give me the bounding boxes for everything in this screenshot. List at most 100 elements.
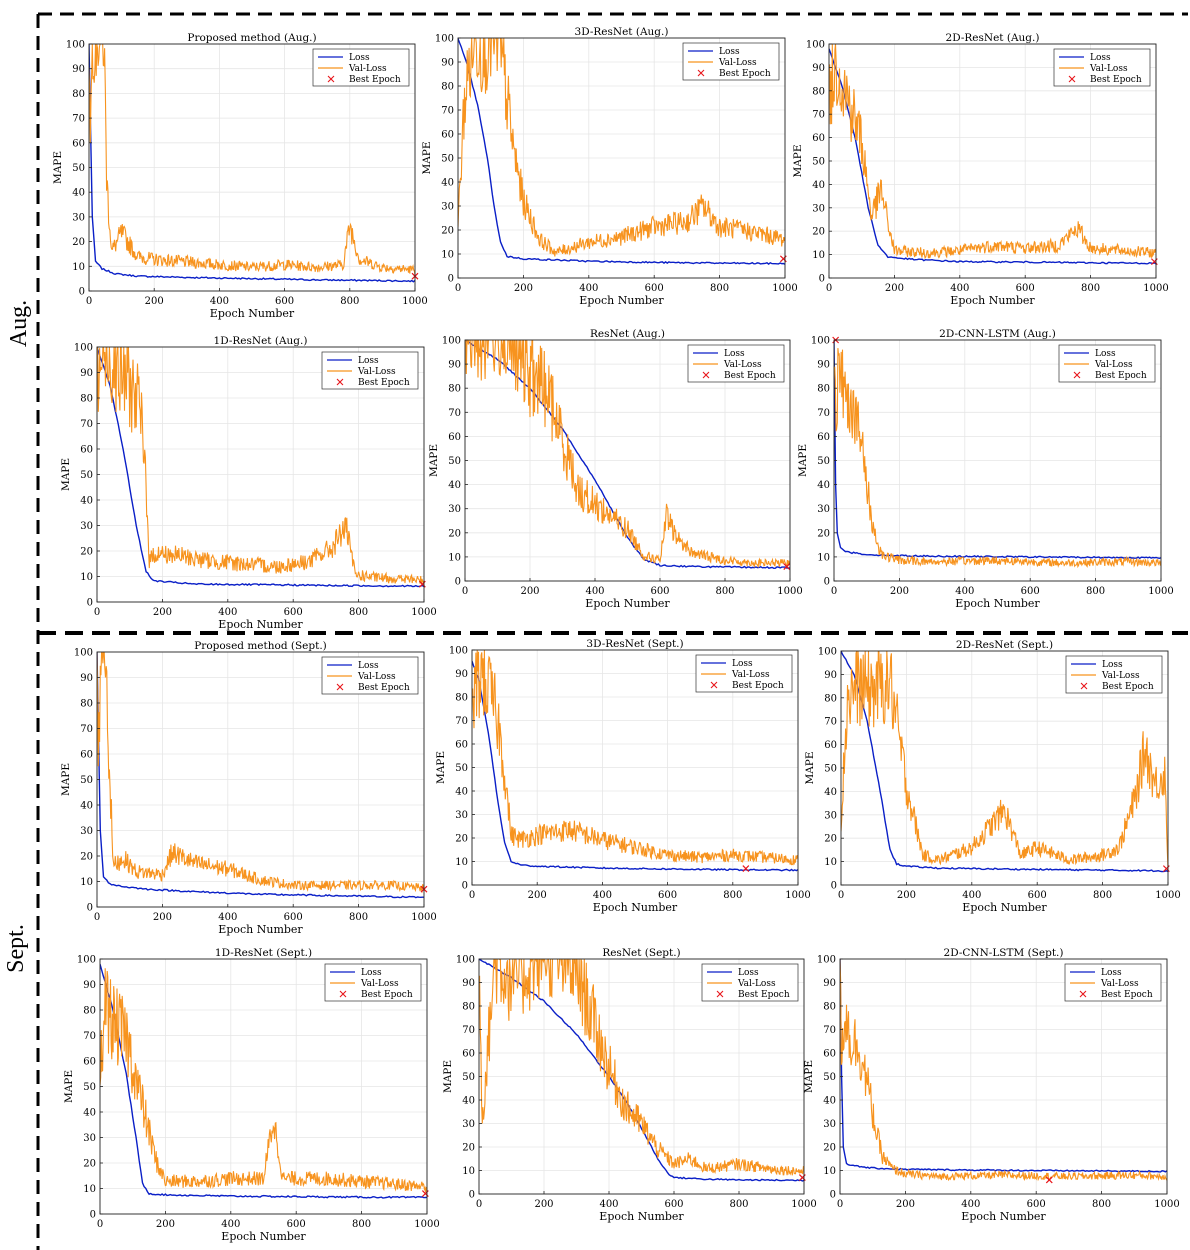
chart-title: 2D-CNN-LSTM (Aug.) bbox=[939, 328, 1056, 340]
chart-title: 2D-ResNet (Aug.) bbox=[946, 32, 1040, 44]
y-tick-label: 100 bbox=[449, 646, 468, 657]
y-tick-label: 10 bbox=[448, 552, 461, 563]
legend-loss-label: Loss bbox=[724, 349, 745, 359]
chart-panel-3: 0 200 400 600 800 1000 0 10 20 30 40 50 60 70 80 90 100 2… bbox=[792, 32, 1169, 307]
y-tick-label: 90 bbox=[448, 360, 461, 371]
legend-best-epoch-label: Best Epoch bbox=[1095, 371, 1147, 381]
x-tick-label: 400 bbox=[961, 1199, 980, 1210]
best-epoch-marker bbox=[783, 563, 791, 570]
y-tick-label: 40 bbox=[80, 801, 93, 812]
x-tick-label: 800 bbox=[352, 1219, 371, 1230]
y-tick-label: 20 bbox=[72, 237, 85, 248]
y-tick-label: 90 bbox=[83, 980, 96, 991]
x-tick-label: 0 bbox=[476, 1199, 482, 1210]
y-tick-label: 70 bbox=[448, 408, 461, 419]
chart-panel-12: 0 200 400 600 800 1000 0 10 20 30 40 50 60 70 80 90 100 2… bbox=[803, 947, 1180, 1223]
y-tick-label: 80 bbox=[80, 699, 93, 710]
y-tick-label: 50 bbox=[83, 1082, 96, 1093]
y-tick-label: 0 bbox=[469, 1190, 475, 1201]
chart-panel-1: 0 200 400 600 800 1000 0 10 20 30 40 50 60 70 80 90 100 P… bbox=[52, 32, 428, 320]
x-tick-label: 600 bbox=[645, 283, 664, 294]
x-axis-label: Epoch Number bbox=[962, 901, 1047, 914]
x-tick-label: 200 bbox=[896, 1199, 915, 1210]
y-tick-label: 20 bbox=[462, 1143, 475, 1154]
y-tick-label: 20 bbox=[83, 1159, 96, 1170]
legend-best-epoch-label: Best Epoch bbox=[361, 990, 413, 1000]
x-tick-label: 1000 bbox=[1148, 586, 1173, 597]
chart-title: ResNet (Sept.) bbox=[602, 947, 680, 959]
legend-best-epoch-label: Best Epoch bbox=[724, 371, 776, 381]
y-tick-label: 0 bbox=[87, 903, 93, 914]
series-val-loss-line bbox=[458, 38, 785, 257]
y-tick-label: 30 bbox=[824, 810, 837, 821]
x-tick-label: 0 bbox=[86, 296, 92, 307]
legend-best-epoch-label: Best Epoch bbox=[1102, 682, 1154, 692]
y-tick-label: 20 bbox=[455, 834, 468, 845]
x-tick-label: 0 bbox=[837, 1199, 843, 1210]
x-tick-label: 400 bbox=[599, 1199, 618, 1210]
legend-best-epoch-swatch bbox=[1079, 990, 1087, 998]
y-tick-label: 40 bbox=[72, 188, 85, 199]
y-tick-label: 50 bbox=[80, 470, 93, 481]
y-tick-label: 80 bbox=[824, 693, 837, 704]
series-loss-line bbox=[841, 651, 1168, 873]
y-tick-label: 70 bbox=[80, 724, 93, 735]
x-tick-label: 800 bbox=[710, 283, 729, 294]
legend-val-loss-label: Val-Loss bbox=[357, 367, 396, 377]
y-tick-label: 30 bbox=[80, 826, 93, 837]
y-tick-label: 90 bbox=[80, 673, 93, 684]
y-tick-label: 90 bbox=[823, 978, 836, 989]
series-val-loss-line bbox=[840, 959, 1167, 1182]
legend-val-loss-label: Val-Loss bbox=[348, 64, 387, 74]
x-tick-label: 800 bbox=[715, 586, 734, 597]
y-tick-label: 70 bbox=[823, 1025, 836, 1036]
y-tick-label: 0 bbox=[90, 1210, 96, 1221]
x-axis-label: Epoch Number bbox=[579, 294, 664, 307]
y-tick-label: 20 bbox=[80, 547, 93, 558]
x-tick-label: 0 bbox=[94, 607, 100, 618]
legend-best-epoch-label: Best Epoch bbox=[358, 378, 410, 388]
x-tick-label: 600 bbox=[275, 296, 294, 307]
x-axis-label: Epoch Number bbox=[221, 1230, 306, 1243]
x-axis-label: Epoch Number bbox=[593, 901, 678, 914]
y-axis-label: MAPE bbox=[52, 151, 64, 184]
x-tick-label: 0 bbox=[462, 586, 468, 597]
legend-loss-label: Loss bbox=[1102, 660, 1123, 670]
y-tick-label: 20 bbox=[812, 227, 825, 238]
y-axis-label: MAPE bbox=[63, 1070, 75, 1103]
y-tick-label: 40 bbox=[83, 1108, 96, 1119]
x-tick-label: 200 bbox=[145, 296, 164, 307]
y-tick-label: 20 bbox=[824, 834, 837, 845]
x-tick-label: 600 bbox=[664, 1199, 683, 1210]
y-tick-label: 80 bbox=[823, 1002, 836, 1013]
x-tick-label: 800 bbox=[729, 1199, 748, 1210]
x-tick-label: 0 bbox=[831, 586, 837, 597]
x-tick-label: 0 bbox=[94, 912, 100, 923]
y-tick-label: 30 bbox=[817, 504, 830, 515]
legend-best-epoch-swatch bbox=[697, 69, 705, 77]
legend-val-loss-label: Val-Loss bbox=[357, 672, 396, 682]
y-axis-label: MAPE bbox=[421, 141, 433, 174]
y-tick-label: 60 bbox=[462, 1049, 475, 1060]
y-tick-label: 50 bbox=[441, 154, 454, 165]
legend-val-loss-label: Val-Loss bbox=[1089, 64, 1128, 74]
chart-panel-7: 0 200 400 600 800 1000 0 10 20 30 40 50 60 70 80 90 100 P… bbox=[60, 640, 437, 936]
series-val-loss-line bbox=[97, 652, 424, 894]
legend-best-epoch-label: Best Epoch bbox=[719, 69, 771, 79]
legend-best-epoch-label: Best Epoch bbox=[738, 990, 790, 1000]
x-tick-label: 200 bbox=[520, 586, 539, 597]
x-tick-label: 200 bbox=[156, 1219, 175, 1230]
x-tick-label: 600 bbox=[284, 607, 303, 618]
legend-best-epoch-swatch bbox=[716, 990, 724, 998]
y-tick-label: 80 bbox=[83, 1006, 96, 1017]
y-tick-label: 100 bbox=[817, 955, 836, 966]
x-tick-label: 0 bbox=[455, 283, 461, 294]
legend-loss-label: Loss bbox=[358, 356, 379, 366]
x-tick-label: 600 bbox=[284, 912, 303, 923]
x-tick-label: 400 bbox=[218, 912, 237, 923]
chart-panel-9: 0 200 400 600 800 1000 0 10 20 30 40 50 60 70 80 90 100 2… bbox=[804, 639, 1181, 914]
y-axis-label: MAPE bbox=[428, 444, 440, 477]
y-tick-label: 90 bbox=[72, 64, 85, 75]
legend-best-epoch-swatch bbox=[336, 683, 344, 691]
x-tick-label: 1000 bbox=[777, 586, 802, 597]
